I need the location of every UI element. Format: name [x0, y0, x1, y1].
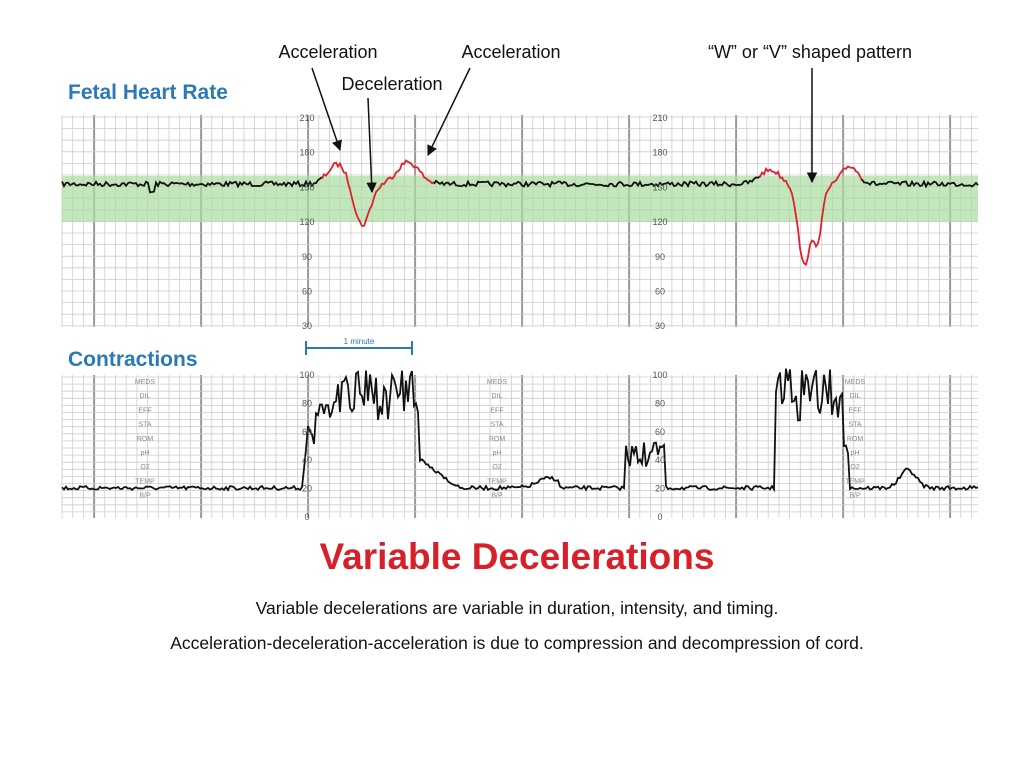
field-label: TEMP [135, 478, 155, 485]
scale-label: 120 [652, 217, 667, 227]
traces [61, 159, 979, 493]
scale-label: 60 [655, 287, 665, 297]
field-label: pH [493, 450, 502, 457]
heading: Variable Decelerations [320, 536, 715, 577]
trace [433, 175, 761, 189]
field-label: ROM [847, 436, 864, 443]
scale-label: 0 [304, 512, 309, 522]
field-label: ROM [489, 436, 506, 443]
scale-label: 180 [652, 148, 667, 158]
scale-label: 20 [302, 484, 312, 494]
field-label: B/P [139, 493, 151, 500]
field-label: MEDS [487, 379, 508, 386]
field-label: MEDS [845, 379, 866, 386]
arrow [366, 97, 377, 194]
scale-label: 210 [652, 113, 667, 123]
field-label: STA [490, 422, 503, 429]
field-label: EFF [490, 407, 503, 414]
field-label: EFF [848, 407, 861, 414]
caption: Acceleration-deceleration-acceleration i… [170, 633, 864, 653]
field-label: pH [141, 450, 150, 457]
trace [61, 368, 979, 493]
scale-label: 90 [302, 252, 312, 262]
scale-label: 30 [655, 321, 665, 331]
field-label: ROM [137, 436, 154, 443]
scale-label: 210 [299, 113, 314, 123]
field-label: STA [138, 422, 151, 429]
scale-label: 30 [302, 321, 312, 331]
scale-label: 60 [655, 427, 665, 437]
interval-bracket: 1 minute [305, 337, 413, 355]
field-label: DIL [140, 393, 151, 400]
field-label: TEMP [845, 478, 865, 485]
field-label: pH [851, 450, 860, 457]
arrow [311, 67, 342, 151]
scale-label: 20 [655, 484, 665, 494]
field-label: DIL [850, 393, 861, 400]
section-title: Contractions [68, 348, 198, 371]
scale-label: 80 [302, 398, 312, 408]
scale-label: 0 [657, 512, 662, 522]
field-label: MEDS [135, 379, 156, 386]
trace [321, 159, 435, 227]
scale-label: 60 [302, 427, 312, 437]
scale-label: 80 [655, 398, 665, 408]
trace [759, 165, 863, 267]
interval-label: 1 minute [344, 337, 375, 346]
annotation: “W” or “V” shaped pattern [708, 42, 912, 62]
section-title: Fetal Heart Rate [68, 81, 228, 104]
field-label: TEMP [487, 478, 507, 485]
trace [861, 178, 979, 189]
scale-label: 180 [299, 148, 314, 158]
annotation: Acceleration [461, 42, 560, 62]
scale-labels: 210 180 150 120 90 60 30 100 80 60 40 20 0 210 180 150 1… [135, 113, 866, 522]
arrow [427, 67, 471, 156]
scale-label: 40 [302, 455, 312, 465]
scale-label: 100 [652, 370, 667, 380]
field-label: DIL [492, 393, 503, 400]
field-label: B/P [491, 493, 503, 500]
scale-label: 90 [655, 252, 665, 262]
field-label: B/P [849, 493, 861, 500]
scale-label: 120 [299, 217, 314, 227]
scale-label: 60 [302, 287, 312, 297]
field-label: O2 [140, 464, 149, 471]
field-label: STA [848, 422, 861, 429]
field-label: EFF [138, 407, 151, 414]
caption: Variable decelerations are variable in d… [256, 598, 779, 618]
annotation: Acceleration [278, 42, 377, 62]
scale-label: 150 [652, 182, 667, 192]
grid [61, 115, 978, 518]
trace [61, 176, 323, 194]
scale-label: 100 [299, 370, 314, 380]
annotation: Deceleration [341, 74, 442, 94]
scale-label: 150 [299, 182, 314, 192]
field-label: O2 [850, 464, 859, 471]
scale-label: 40 [655, 455, 665, 465]
field-label: O2 [492, 464, 501, 471]
